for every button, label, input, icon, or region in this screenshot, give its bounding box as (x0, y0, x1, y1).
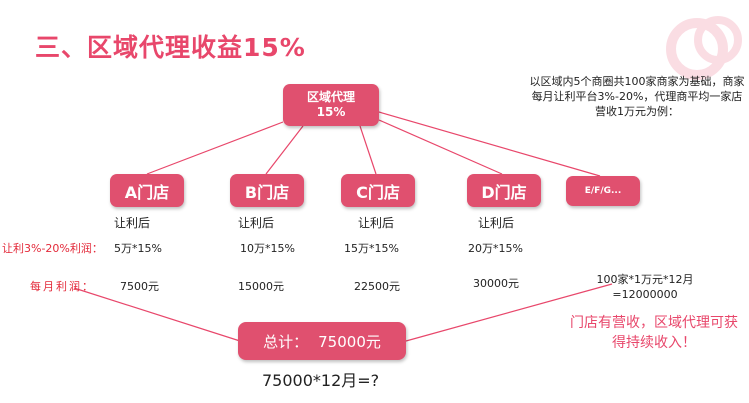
connector-root-a (146, 121, 284, 175)
continuous-income-note: 门店有营收，区域代理可获得持续收入！ (570, 315, 738, 351)
store-a-profit: 7500元 (120, 280, 159, 293)
regional-agent-rate: 15% (316, 105, 346, 119)
connector-root-b (265, 125, 304, 175)
store-a-calc: 5万*15% (114, 242, 162, 255)
store-c-calc: 15万*15% (344, 242, 399, 255)
connector-total-right (405, 283, 613, 342)
store-efg-box: E/F/G... (566, 176, 640, 206)
store-a-after: 让利后 (114, 216, 151, 230)
store-d-profit: 30000元 (473, 277, 519, 290)
store-b-profit: 15000元 (238, 280, 284, 293)
store-a-box: A门店 (110, 174, 184, 207)
regional-agent-box: 区域代理 15% (283, 84, 379, 126)
store-b-after: 让利后 (238, 216, 275, 230)
store-c-box: C门店 (341, 174, 415, 207)
total-label: 总计： (263, 332, 309, 351)
connector-root-efg (378, 111, 601, 177)
example-description: 以区域内5个商圈共100家商家为基础，商家每月让利平台3%-20%，代理商平均一… (529, 75, 745, 118)
monthly-profit-label: 每月利润： (30, 280, 95, 293)
store-d-box: D门店 (467, 174, 541, 207)
store-c-profit: 22500元 (354, 280, 400, 293)
total-box: 总计： 75000元 (238, 322, 406, 360)
connector-total-left (73, 287, 241, 342)
annual-question: 75000*12月=? (262, 371, 380, 390)
store-d-calc: 20万*15% (468, 242, 523, 255)
page-title: 三、区域代理收益15% (35, 33, 306, 62)
revenue-formula-line2: =12000000 (612, 288, 678, 301)
connector-root-c (359, 125, 377, 175)
store-b-calc: 10万*15% (240, 242, 295, 255)
swirl-logo-icon (666, 16, 742, 80)
store-d-after: 让利后 (478, 216, 515, 230)
store-b-box: B门店 (230, 174, 304, 207)
regional-agent-label: 区域代理 (306, 90, 355, 104)
profit-rate-label: 让利3%-20%利润： (2, 242, 103, 255)
store-c-after: 让利后 (358, 216, 395, 230)
revenue-formula-line1: 100家*1万元*12月 (596, 273, 694, 286)
total-value: 75000元 (318, 332, 381, 351)
revenue-formula: 100家*1万元*12月 =12000000 (560, 272, 730, 302)
connector-root-d (378, 119, 503, 175)
